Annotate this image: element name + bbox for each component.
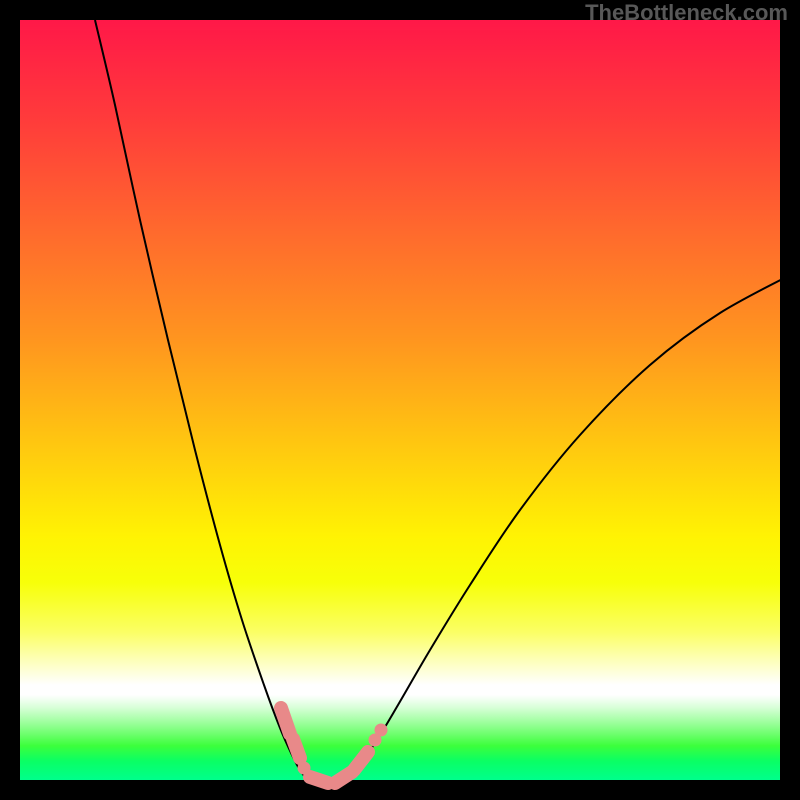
watermark-text: TheBottleneck.com (585, 0, 788, 26)
chart-container: TheBottleneck.com (0, 0, 800, 800)
highlight-pill (293, 739, 300, 758)
highlight-pill (281, 708, 290, 734)
highlight-dot (375, 724, 388, 737)
chart-svg (0, 0, 800, 800)
highlight-pill (310, 777, 328, 783)
gradient-background (20, 20, 780, 780)
highlight-dot (298, 762, 311, 775)
